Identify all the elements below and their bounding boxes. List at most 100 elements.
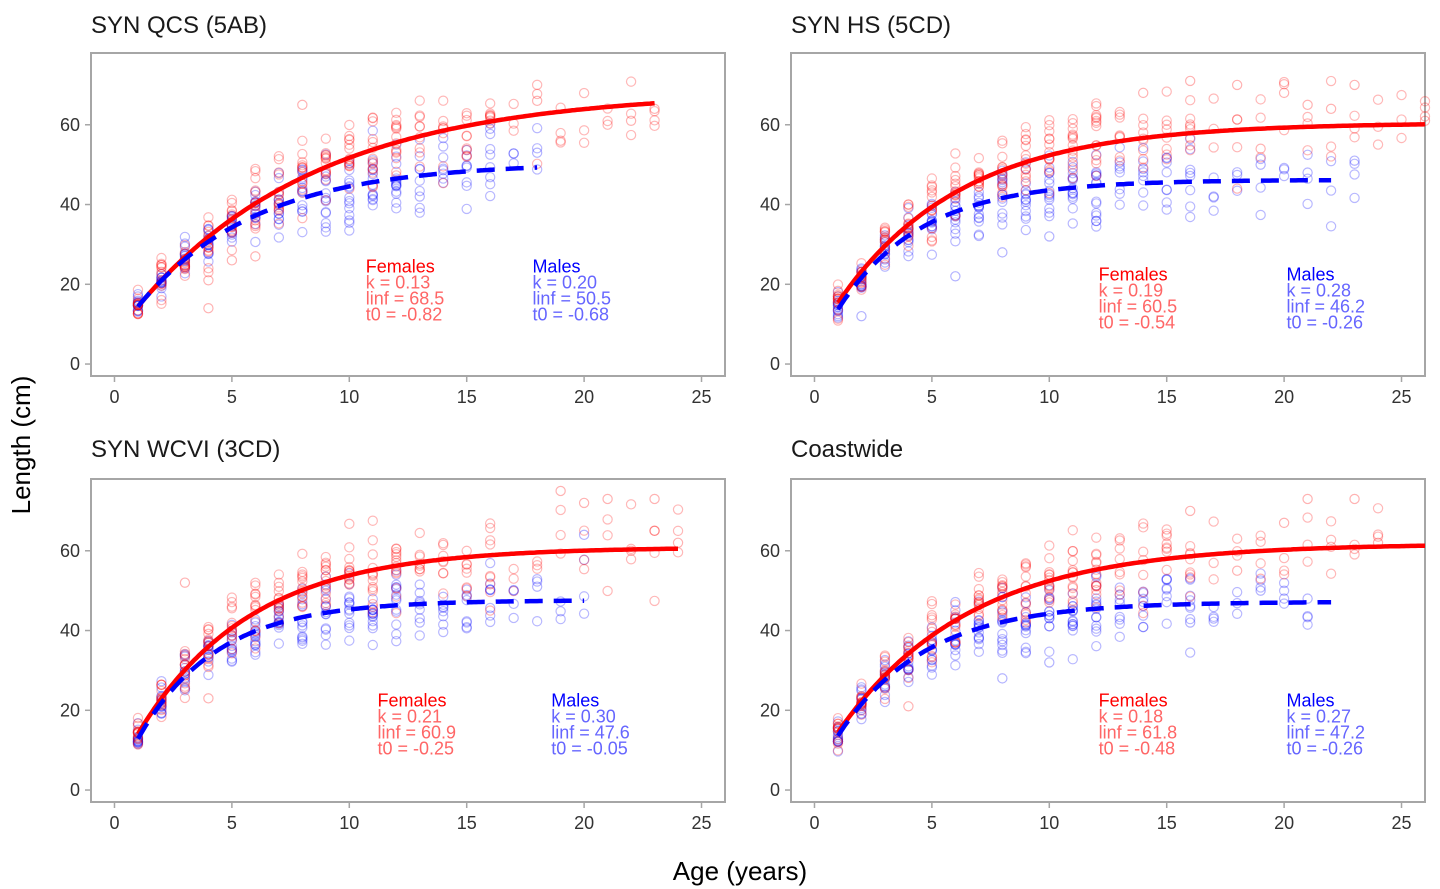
data-point — [926, 209, 938, 220]
data-point — [438, 619, 449, 630]
data-point — [1208, 205, 1219, 216]
data-point — [856, 713, 867, 725]
data-point — [1091, 580, 1102, 592]
data-point — [344, 617, 355, 629]
data-point — [1184, 540, 1196, 552]
data-point — [484, 123, 496, 134]
data-point — [297, 548, 308, 560]
data-point — [203, 640, 214, 651]
data-point — [1278, 593, 1290, 604]
data-point — [1091, 589, 1102, 600]
data-point — [250, 172, 261, 184]
data-point — [1114, 109, 1125, 120]
data-point — [320, 639, 332, 650]
data-point — [997, 673, 1008, 684]
data-point — [997, 208, 1008, 219]
data-point — [997, 582, 1008, 594]
data-point — [297, 99, 308, 111]
data-point — [926, 235, 938, 246]
data-point — [297, 184, 308, 195]
data-point — [297, 601, 308, 613]
data-point — [926, 652, 938, 663]
data-point — [997, 604, 1008, 615]
data-point — [1208, 616, 1219, 627]
data-point — [1349, 110, 1360, 121]
data-point — [950, 599, 961, 610]
data-point — [132, 291, 144, 302]
data-point — [508, 573, 519, 584]
data-point — [132, 308, 144, 319]
data-point — [414, 587, 425, 599]
data-point — [344, 159, 355, 171]
data-point — [1138, 586, 1149, 597]
data-point — [950, 660, 961, 671]
x-tick-label: 5 — [927, 387, 937, 407]
data-point — [1255, 152, 1266, 163]
data-point — [1067, 132, 1078, 143]
data-point — [344, 518, 355, 530]
data-point — [1161, 574, 1172, 586]
data-point — [1138, 587, 1149, 599]
data-point — [1325, 534, 1337, 546]
data-point — [973, 583, 985, 595]
data-point — [997, 633, 1008, 645]
data-point — [344, 203, 355, 214]
data-point — [391, 119, 402, 131]
data-point — [1208, 611, 1219, 623]
data-point — [344, 134, 355, 146]
data-point — [832, 736, 844, 748]
data-point — [832, 745, 844, 756]
data-point — [1302, 167, 1313, 178]
data-point — [132, 308, 144, 320]
data-point — [1161, 184, 1172, 195]
data-point — [391, 123, 402, 134]
data-point — [1067, 615, 1078, 626]
data-point — [226, 596, 238, 608]
data-point — [832, 279, 844, 290]
males-param: linf = 47.6 — [551, 722, 630, 742]
data-point — [903, 701, 914, 712]
data-point — [179, 648, 191, 660]
data-point — [1091, 626, 1102, 637]
data-point — [297, 594, 308, 605]
data-point — [1044, 540, 1055, 551]
data-point — [297, 599, 308, 610]
data-point — [273, 213, 285, 225]
data-point — [1114, 106, 1125, 118]
data-point — [1020, 121, 1032, 133]
data-point — [1278, 585, 1290, 596]
data-point — [1278, 162, 1290, 174]
data-point — [1184, 113, 1196, 124]
data-point — [672, 525, 684, 537]
data-point — [997, 212, 1008, 223]
scatter-points — [832, 493, 1384, 757]
data-point — [1208, 516, 1219, 527]
data-point — [367, 610, 378, 622]
data-point — [1161, 524, 1172, 535]
data-point — [1114, 618, 1125, 629]
data-point — [320, 171, 332, 182]
data-point — [484, 98, 496, 109]
data-point — [973, 571, 985, 582]
data-point — [672, 537, 684, 549]
data-point — [1067, 616, 1078, 627]
data-point — [1349, 158, 1360, 169]
data-point — [1278, 517, 1290, 529]
data-point — [203, 256, 214, 267]
data-point — [1138, 546, 1149, 557]
data-point — [973, 590, 985, 601]
data-point — [856, 708, 867, 719]
data-point — [950, 236, 961, 247]
data-point — [367, 156, 378, 167]
data-point — [250, 219, 261, 230]
data-point — [531, 560, 543, 571]
data-point — [1184, 567, 1196, 578]
data-point — [1184, 167, 1196, 179]
data-point — [203, 621, 214, 633]
data-point — [484, 143, 496, 155]
data-point — [1044, 585, 1055, 596]
data-point — [1161, 574, 1172, 585]
data-point — [132, 284, 144, 295]
data-point — [1067, 525, 1078, 536]
data-point — [250, 212, 261, 223]
